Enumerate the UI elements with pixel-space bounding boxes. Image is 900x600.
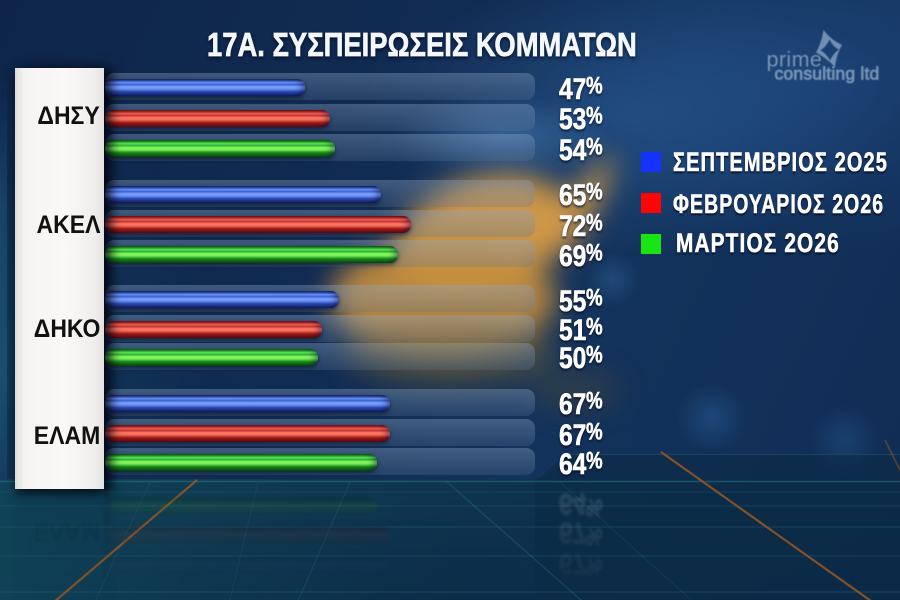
svg-text:prime: prime [767, 48, 823, 72]
svg-text:consulting ltd: consulting ltd [775, 64, 880, 84]
